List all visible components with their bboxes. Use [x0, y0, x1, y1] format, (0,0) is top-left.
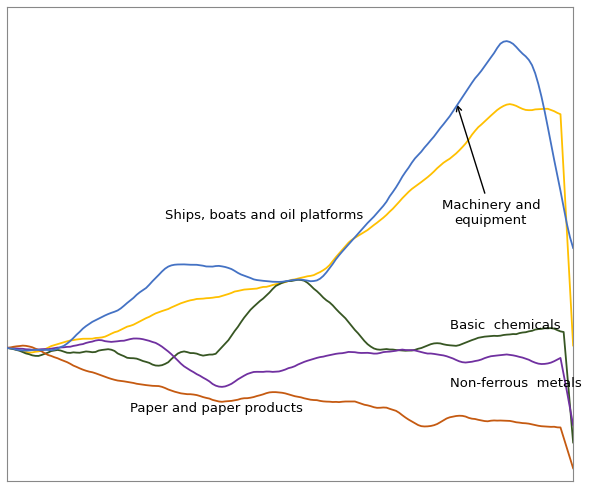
Text: Paper and paper products: Paper and paper products [130, 403, 303, 415]
Text: Non-ferrous  metals: Non-ferrous metals [450, 377, 582, 390]
Text: Basic  chemicals: Basic chemicals [450, 319, 560, 332]
Text: Machinery and
equipment: Machinery and equipment [442, 106, 540, 226]
Text: Ships, boats and oil platforms: Ships, boats and oil platforms [165, 209, 364, 222]
